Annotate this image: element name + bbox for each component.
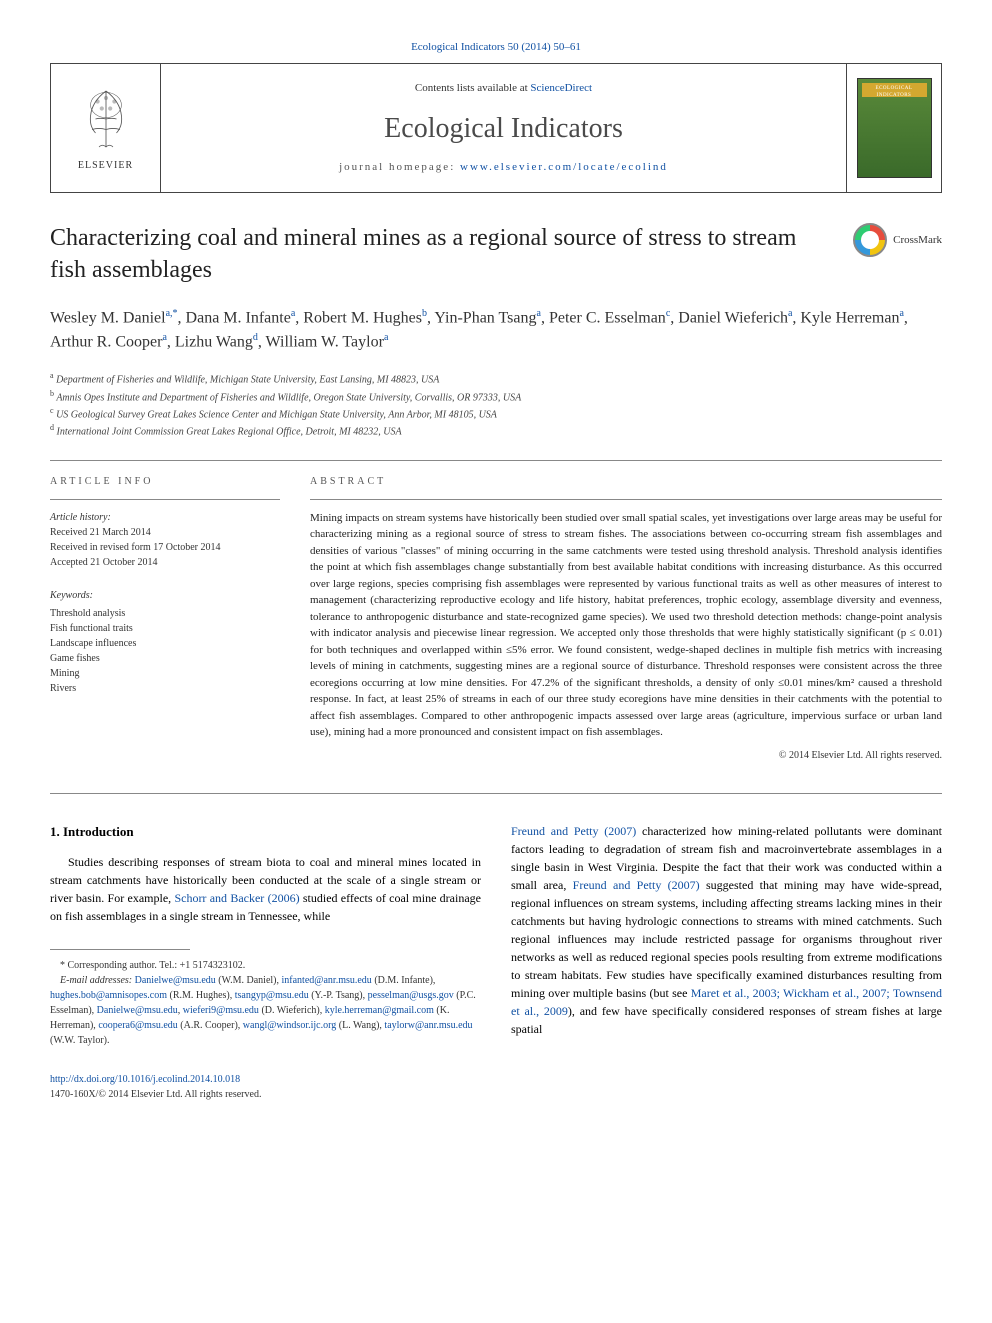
masthead-center: Contents lists available at ScienceDirec… <box>161 64 846 192</box>
crossmark-label: CrossMark <box>893 233 942 248</box>
homepage-line: journal homepage: www.elsevier.com/locat… <box>339 160 668 175</box>
footnotes: * Corresponding author. Tel.: +1 5174323… <box>50 958 481 1048</box>
homepage-prefix: journal homepage: <box>339 161 460 173</box>
publisher-name: ELSEVIER <box>78 159 133 173</box>
affiliation-c: c US Geological Survey Great Lakes Scien… <box>50 405 942 422</box>
keyword-0: Threshold analysis <box>50 606 280 621</box>
article-info-label: ARTICLE INFO <box>50 475 280 489</box>
abstract-label: ABSTRACT <box>310 475 942 489</box>
author-list: Wesley M. Daniela,*, Dana M. Infantea, R… <box>50 306 942 355</box>
top-citation[interactable]: Ecological Indicators 50 (2014) 50–61 <box>50 40 942 55</box>
abstract-column: ABSTRACT Mining impacts on stream system… <box>310 475 942 763</box>
keyword-1: Fish functional traits <box>50 621 280 636</box>
rule-divider-full <box>50 793 942 794</box>
keyword-2: Landscape influences <box>50 636 280 651</box>
keyword-5: Rivers <box>50 681 280 696</box>
body-left-column: 1. Introduction Studies describing respo… <box>50 822 481 1103</box>
article-info-column: ARTICLE INFO Article history: Received 2… <box>50 475 280 763</box>
intro-para-right: Freund and Petty (2007) characterized ho… <box>511 822 942 1038</box>
crossmark-icon <box>853 223 887 257</box>
history-received: Received 21 March 2014 <box>50 525 280 540</box>
sciencedirect-link[interactable]: ScienceDirect <box>530 82 592 94</box>
doi-link[interactable]: http://dx.doi.org/10.1016/j.ecolind.2014… <box>50 1072 481 1087</box>
intro-heading: 1. Introduction <box>50 822 481 842</box>
history-revised: Received in revised form 17 October 2014 <box>50 540 280 555</box>
footnotes-rule <box>50 949 190 950</box>
history-accepted: Accepted 21 October 2014 <box>50 555 280 570</box>
affiliation-b: b Amnis Opes Institute and Department of… <box>50 388 942 405</box>
email-addresses: E-mail addresses: Danielwe@msu.edu (W.M.… <box>50 973 481 1048</box>
body-right-column: Freund and Petty (2007) characterized ho… <box>511 822 942 1103</box>
rule-divider <box>50 460 942 461</box>
journal-cover: ECOLOGICAL INDICATORS <box>857 78 932 178</box>
keyword-4: Mining <box>50 666 280 681</box>
affiliation-a: a Department of Fisheries and Wildlife, … <box>50 370 942 387</box>
homepage-link[interactable]: www.elsevier.com/locate/ecolind <box>460 161 668 173</box>
article-history: Article history: Received 21 March 2014 … <box>50 510 280 570</box>
keywords-label: Keywords: <box>50 588 280 603</box>
keywords-block: Keywords: Threshold analysis Fish functi… <box>50 588 280 696</box>
history-label: Article history: <box>50 510 280 525</box>
journal-name: Ecological Indicators <box>384 109 623 148</box>
affiliation-d: d International Joint Commission Great L… <box>50 422 942 439</box>
abstract-text: Mining impacts on stream systems have hi… <box>310 510 942 741</box>
abstract-copyright: © 2014 Elsevier Ltd. All rights reserved… <box>310 749 942 763</box>
contents-prefix: Contents lists available at <box>415 82 530 94</box>
article-title: Characterizing coal and mineral mines as… <box>50 223 833 285</box>
intro-para-left: Studies describing responses of stream b… <box>50 853 481 925</box>
journal-cover-label: ECOLOGICAL INDICATORS <box>858 85 931 99</box>
keyword-3: Game fishes <box>50 651 280 666</box>
affiliations: a Department of Fisheries and Wildlife, … <box>50 370 942 439</box>
crossmark-widget[interactable]: CrossMark <box>853 223 942 257</box>
contents-line: Contents lists available at ScienceDirec… <box>415 81 592 96</box>
elsevier-tree-icon <box>71 84 141 154</box>
corresponding-author-note: * Corresponding author. Tel.: +1 5174323… <box>50 958 481 973</box>
masthead: ELSEVIER Contents lists available at Sci… <box>50 63 942 193</box>
body-columns: 1. Introduction Studies describing respo… <box>50 822 942 1103</box>
doi-copyright: 1470-160X/© 2014 Elsevier Ltd. All right… <box>50 1087 481 1102</box>
publisher-logo-block: ELSEVIER <box>51 64 161 192</box>
journal-cover-block: ECOLOGICAL INDICATORS <box>846 64 941 192</box>
